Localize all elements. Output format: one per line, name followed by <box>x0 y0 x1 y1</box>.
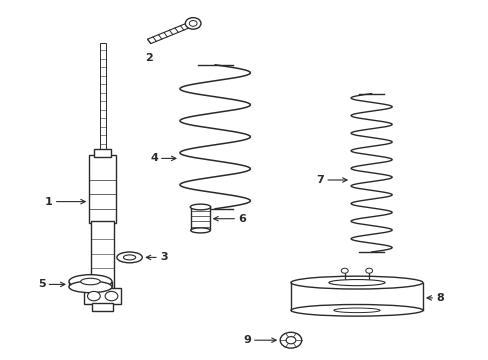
Text: 9: 9 <box>243 335 250 345</box>
Bar <box>91 221 114 288</box>
Ellipse shape <box>333 308 379 312</box>
Text: 6: 6 <box>238 214 245 224</box>
Circle shape <box>185 18 201 29</box>
Text: 5: 5 <box>38 279 45 289</box>
Circle shape <box>189 21 197 26</box>
Ellipse shape <box>190 204 210 210</box>
Text: 7: 7 <box>316 175 324 185</box>
Ellipse shape <box>81 278 100 285</box>
Bar <box>191 207 209 230</box>
Ellipse shape <box>328 279 384 286</box>
Ellipse shape <box>117 252 142 263</box>
Text: 2: 2 <box>145 53 153 63</box>
Circle shape <box>280 332 301 348</box>
Bar <box>84 288 121 304</box>
Text: 4: 4 <box>150 153 158 163</box>
Circle shape <box>365 268 372 273</box>
Ellipse shape <box>290 276 422 289</box>
Ellipse shape <box>69 275 112 288</box>
Ellipse shape <box>123 255 136 260</box>
Bar <box>92 303 113 311</box>
Polygon shape <box>147 21 194 44</box>
Text: 3: 3 <box>160 252 167 262</box>
Text: 8: 8 <box>435 293 443 303</box>
Ellipse shape <box>69 281 112 293</box>
Circle shape <box>87 292 100 301</box>
Ellipse shape <box>290 305 422 316</box>
Bar <box>100 43 105 151</box>
Circle shape <box>285 337 295 344</box>
Ellipse shape <box>190 228 210 233</box>
Bar <box>89 155 116 223</box>
Text: 1: 1 <box>45 197 53 207</box>
Circle shape <box>341 268 347 273</box>
Circle shape <box>105 292 118 301</box>
Bar <box>94 149 111 157</box>
